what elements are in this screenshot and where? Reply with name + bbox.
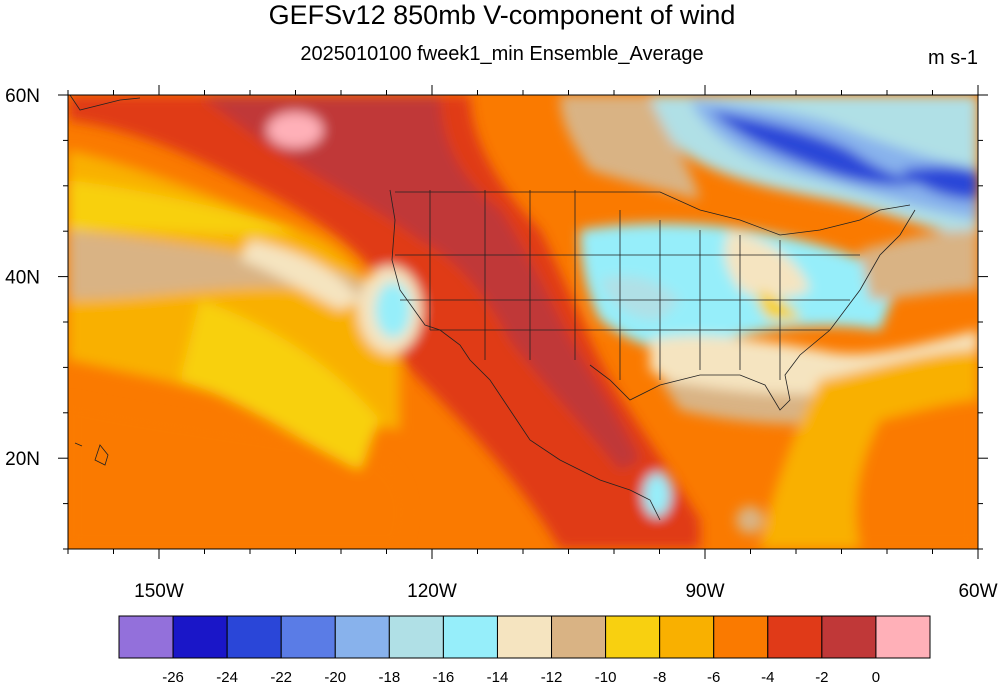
colorbar: -26 -24 -22 -20 -18 -16 -14 -12 -10 -8 -6 -4 -2 0	[118, 615, 931, 684]
colorbar-label: -18	[378, 669, 400, 684]
colorbar-label: -22	[270, 669, 292, 684]
colorbar-swatch	[821, 615, 877, 659]
colorbar-label: -6	[707, 669, 720, 684]
lon-tick-label: 120W	[407, 581, 457, 602]
colorbar-swatch	[334, 615, 390, 659]
colorbar-swatch	[388, 615, 444, 659]
map-title: GEFSv12 850mb V-component of wind	[268, 0, 736, 30]
colorbar-label: -20	[324, 669, 346, 684]
coastline	[69, 95, 916, 521]
lon-tick-label: 150W	[134, 581, 184, 602]
colorbar-swatch	[767, 615, 823, 659]
units-label: m s-1	[928, 47, 978, 69]
colorbar-label: -16	[433, 669, 455, 684]
colorbar-swatch	[442, 615, 498, 659]
map-subtitle: 2025010100 fweek1_min Ensemble_Average	[300, 43, 704, 65]
lon-tick-label: 90W	[685, 581, 724, 602]
colorbar-swatch	[280, 615, 336, 659]
lon-tick-label: 60W	[958, 581, 997, 602]
colorbar-label: 0	[872, 669, 880, 684]
colorbar-label: -14	[487, 669, 509, 684]
colorbar-label: -4	[761, 669, 774, 684]
colorbar-swatch	[875, 615, 931, 659]
colorbar-swatch	[659, 615, 715, 659]
colorbar-label: -12	[541, 669, 563, 684]
colorbar-label: -8	[653, 669, 666, 684]
colorbar-label: -2	[815, 669, 828, 684]
colorbar-swatch	[172, 615, 228, 659]
lat-tick-label: 20N	[5, 449, 40, 470]
wind-field	[68, 95, 978, 549]
lat-tick-label: 60N	[5, 86, 40, 107]
colorbar-swatch	[551, 615, 607, 659]
colorbar-swatch	[118, 615, 174, 659]
colorbar-label: -10	[595, 669, 617, 684]
map-axes: 60N 40N 20N 150W 120W 90W 60W	[5, 85, 998, 602]
colorbar-swatch	[713, 615, 769, 659]
colorbar-label: -24	[216, 669, 238, 684]
colorbar-swatch	[605, 615, 661, 659]
colorbar-label: -26	[162, 669, 184, 684]
lat-tick-label: 40N	[5, 268, 40, 289]
colorbar-swatch	[226, 615, 282, 659]
colorbar-swatch	[496, 615, 553, 659]
